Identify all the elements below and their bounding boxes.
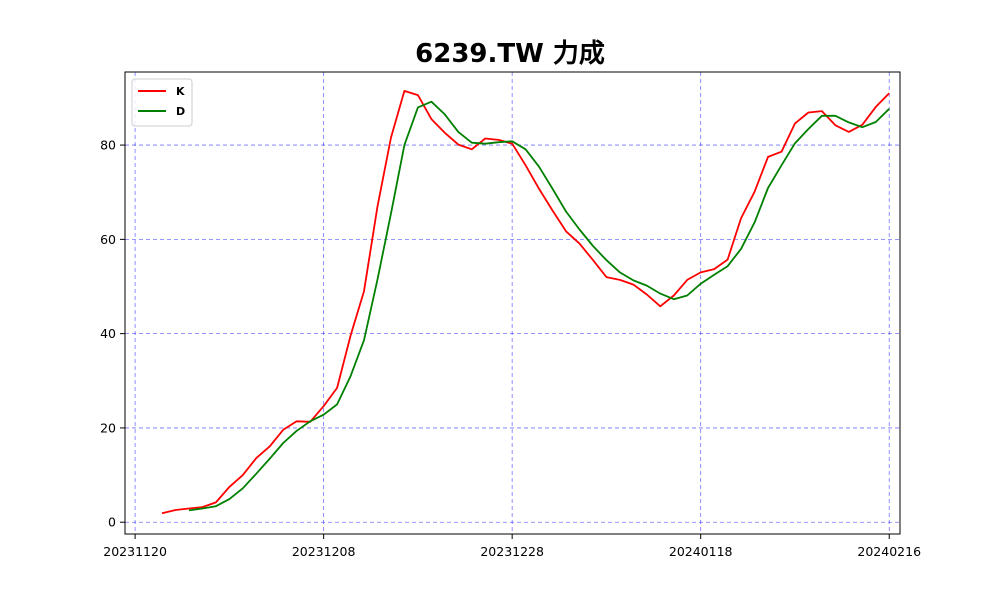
x-tick-label: 20240216 — [857, 544, 921, 559]
legend: K D — [131, 78, 193, 127]
y-tick-label: 80 — [100, 138, 116, 153]
grid-lines — [125, 72, 900, 534]
legend-label-k: K — [176, 85, 185, 98]
y-tick-label: 60 — [100, 232, 116, 247]
x-tick-label: 20231120 — [103, 544, 167, 559]
legend-label-d: D — [176, 105, 185, 118]
axis-ticks: 20231120 20231208 20231228 20240118 20240216… — [100, 138, 921, 559]
series-line-k — [161, 90, 890, 515]
series-lines — [161, 90, 890, 515]
chart-title: 6239.TW 力成 — [415, 39, 605, 69]
y-tick-label: 20 — [100, 420, 116, 435]
x-tick-label: 20240118 — [669, 544, 733, 559]
y-tick-label: 0 — [108, 515, 116, 530]
y-tick-label: 40 — [100, 326, 116, 341]
series-line-d — [188, 100, 890, 512]
x-tick-label: 20231208 — [292, 544, 356, 559]
x-tick-label: 20231228 — [480, 544, 544, 559]
